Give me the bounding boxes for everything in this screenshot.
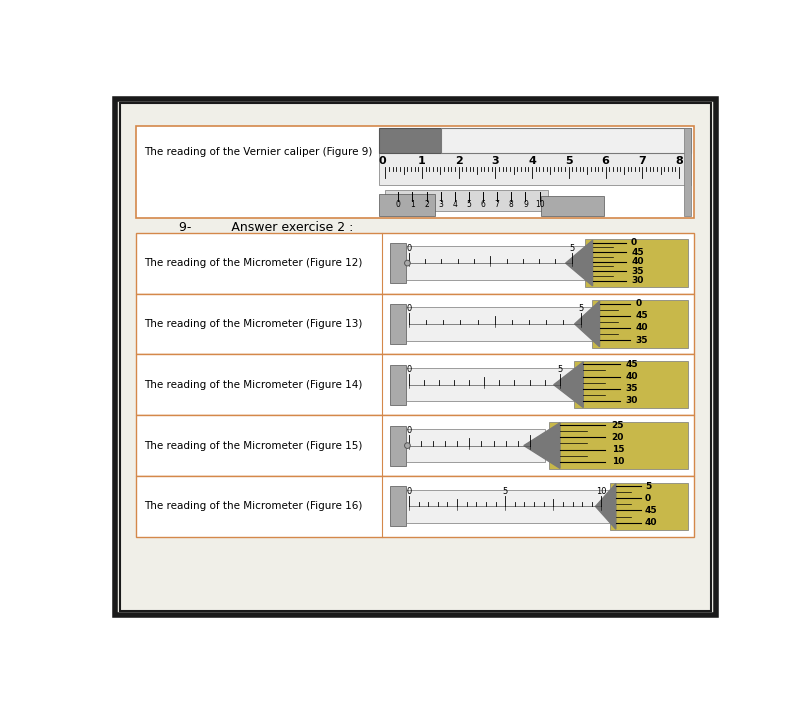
Bar — [406, 308, 595, 341]
Text: 0: 0 — [396, 201, 401, 209]
Text: 15: 15 — [611, 445, 624, 454]
Text: 0: 0 — [635, 299, 642, 308]
Text: 0: 0 — [406, 487, 411, 496]
Text: 35: 35 — [631, 267, 644, 276]
Text: 10: 10 — [596, 487, 607, 496]
Bar — [441, 128, 692, 153]
Text: 45: 45 — [625, 360, 638, 369]
Text: 25: 25 — [611, 421, 624, 430]
Text: The reading of the Vernier caliper (Figure 9): The reading of the Vernier caliper (Figu… — [144, 146, 372, 156]
Text: 6: 6 — [602, 156, 609, 165]
Polygon shape — [595, 484, 616, 530]
Bar — [406, 368, 575, 402]
Bar — [389, 426, 406, 465]
Text: 1: 1 — [418, 156, 426, 165]
Text: 35: 35 — [625, 384, 638, 393]
Bar — [136, 126, 694, 218]
Text: The reading of the Micrometer (Figure 13): The reading of the Micrometer (Figure 13… — [144, 319, 363, 329]
Circle shape — [405, 443, 410, 448]
Bar — [389, 304, 406, 344]
Bar — [406, 429, 545, 462]
Bar — [406, 247, 586, 280]
Text: 7: 7 — [638, 156, 646, 165]
Text: 5: 5 — [503, 487, 508, 496]
Text: 30: 30 — [631, 276, 643, 285]
Text: 35: 35 — [635, 336, 648, 344]
Text: 40: 40 — [645, 518, 658, 527]
Text: The reading of the Micrometer (Figure 12): The reading of the Micrometer (Figure 12… — [144, 258, 363, 268]
Text: 5: 5 — [557, 366, 562, 374]
Text: 9-          Answer exercise 2 :: 9- Answer exercise 2 : — [179, 221, 354, 234]
Text: 5: 5 — [645, 481, 651, 491]
Text: 8: 8 — [509, 201, 513, 209]
Bar — [592, 300, 688, 348]
Circle shape — [405, 260, 410, 266]
Text: 3: 3 — [491, 156, 500, 165]
Bar — [385, 189, 547, 211]
Text: 20: 20 — [611, 433, 624, 442]
Text: 2: 2 — [424, 201, 429, 209]
Bar — [610, 483, 688, 530]
Bar — [389, 365, 406, 404]
Text: 45: 45 — [631, 247, 644, 257]
Polygon shape — [554, 362, 583, 407]
Text: The reading of the Micrometer (Figure 14): The reading of the Micrometer (Figure 14… — [144, 380, 363, 390]
Text: 40: 40 — [631, 257, 644, 266]
Text: 30: 30 — [625, 397, 638, 405]
Bar — [136, 415, 694, 476]
Bar — [379, 194, 436, 216]
Text: 0: 0 — [645, 493, 651, 503]
Bar — [542, 197, 604, 216]
Text: 40: 40 — [625, 372, 638, 381]
Text: 45: 45 — [635, 311, 648, 320]
Text: 5: 5 — [569, 244, 574, 252]
Text: 10: 10 — [611, 457, 624, 467]
Bar — [136, 233, 694, 293]
Text: 8: 8 — [675, 156, 683, 165]
Bar — [549, 422, 688, 469]
Bar — [136, 293, 694, 354]
Text: 0: 0 — [406, 366, 411, 374]
Text: 3: 3 — [438, 201, 443, 209]
Text: 40: 40 — [635, 323, 648, 332]
Polygon shape — [565, 240, 593, 286]
Text: 45: 45 — [645, 506, 658, 515]
Text: 1: 1 — [410, 201, 414, 209]
Bar — [585, 240, 688, 287]
Bar — [379, 153, 692, 185]
Polygon shape — [524, 423, 560, 468]
Text: 10: 10 — [534, 201, 544, 209]
Text: 4: 4 — [453, 201, 457, 209]
Bar — [136, 354, 694, 415]
Text: 6: 6 — [481, 201, 486, 209]
Text: 5: 5 — [578, 305, 583, 313]
Text: 2: 2 — [455, 156, 462, 165]
Bar — [684, 128, 692, 216]
Text: 4: 4 — [528, 156, 536, 165]
Text: 0: 0 — [631, 238, 637, 247]
Text: The reading of the Micrometer (Figure 15): The reading of the Micrometer (Figure 15… — [144, 440, 363, 450]
Bar — [406, 490, 616, 523]
Bar — [136, 476, 694, 537]
Polygon shape — [575, 301, 599, 346]
Text: 0: 0 — [378, 156, 386, 165]
Text: 0: 0 — [406, 426, 411, 435]
Bar — [389, 243, 406, 283]
Text: 7: 7 — [495, 201, 500, 209]
Text: 9: 9 — [523, 201, 528, 209]
Text: 5: 5 — [565, 156, 573, 165]
Text: The reading of the Micrometer (Figure 16): The reading of the Micrometer (Figure 16… — [144, 501, 363, 511]
Bar — [379, 128, 441, 153]
Bar — [389, 486, 406, 526]
Text: 0: 0 — [406, 244, 411, 252]
Text: 0: 0 — [406, 305, 411, 313]
Text: 5: 5 — [466, 201, 471, 209]
Bar — [574, 361, 688, 409]
